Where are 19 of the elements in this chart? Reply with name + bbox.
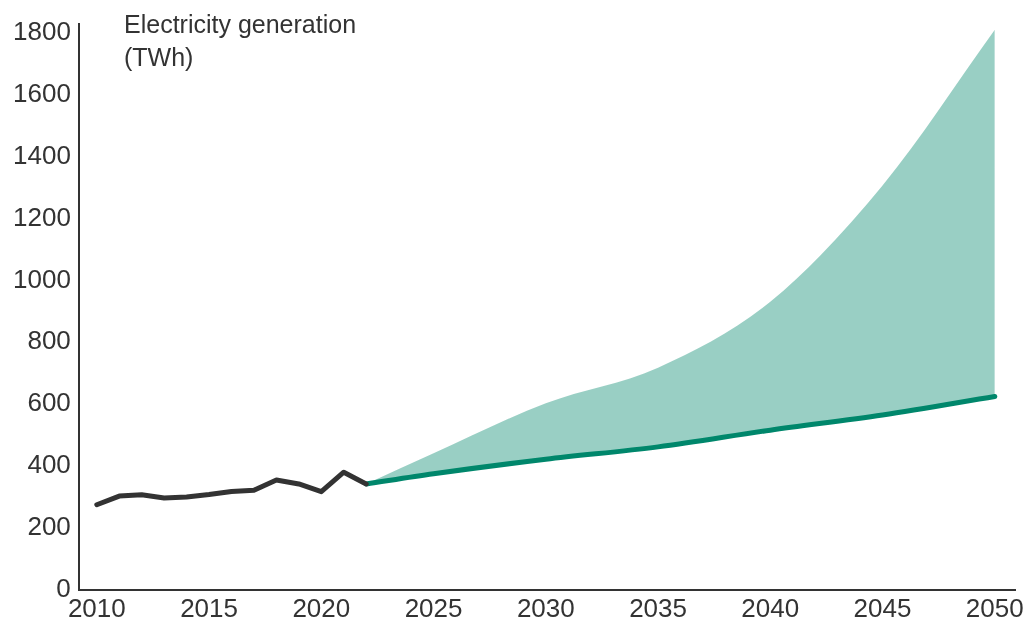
x-tick-label: 2040 (741, 592, 800, 623)
y-tick-label: 1600 (13, 77, 71, 108)
y-tick-label: 1400 (13, 139, 71, 170)
x-tick-label: 2025 (404, 592, 463, 623)
x-tick-label: 2045 (853, 592, 912, 623)
y-tick-label: 1000 (13, 263, 71, 294)
y-tick-label: 1800 (13, 16, 71, 47)
y-axis-title: Electricity generation (TWh) (124, 9, 358, 73)
y-tick-label: 0 (56, 572, 71, 603)
y-tick-label: 400 (27, 449, 71, 480)
x-tick-label: 2050 (965, 592, 1024, 623)
x-tick-label: 2015 (180, 592, 238, 623)
x-tick-label: 2030 (516, 592, 575, 623)
x-tick-label: 2035 (629, 592, 687, 623)
y-tick-label: 600 (27, 387, 71, 418)
y-tick-label: 1200 (13, 201, 71, 232)
y-tick-label: 200 (27, 511, 71, 542)
x-tick-label: 2020 (292, 592, 351, 623)
y-tick-label: 800 (27, 325, 71, 356)
